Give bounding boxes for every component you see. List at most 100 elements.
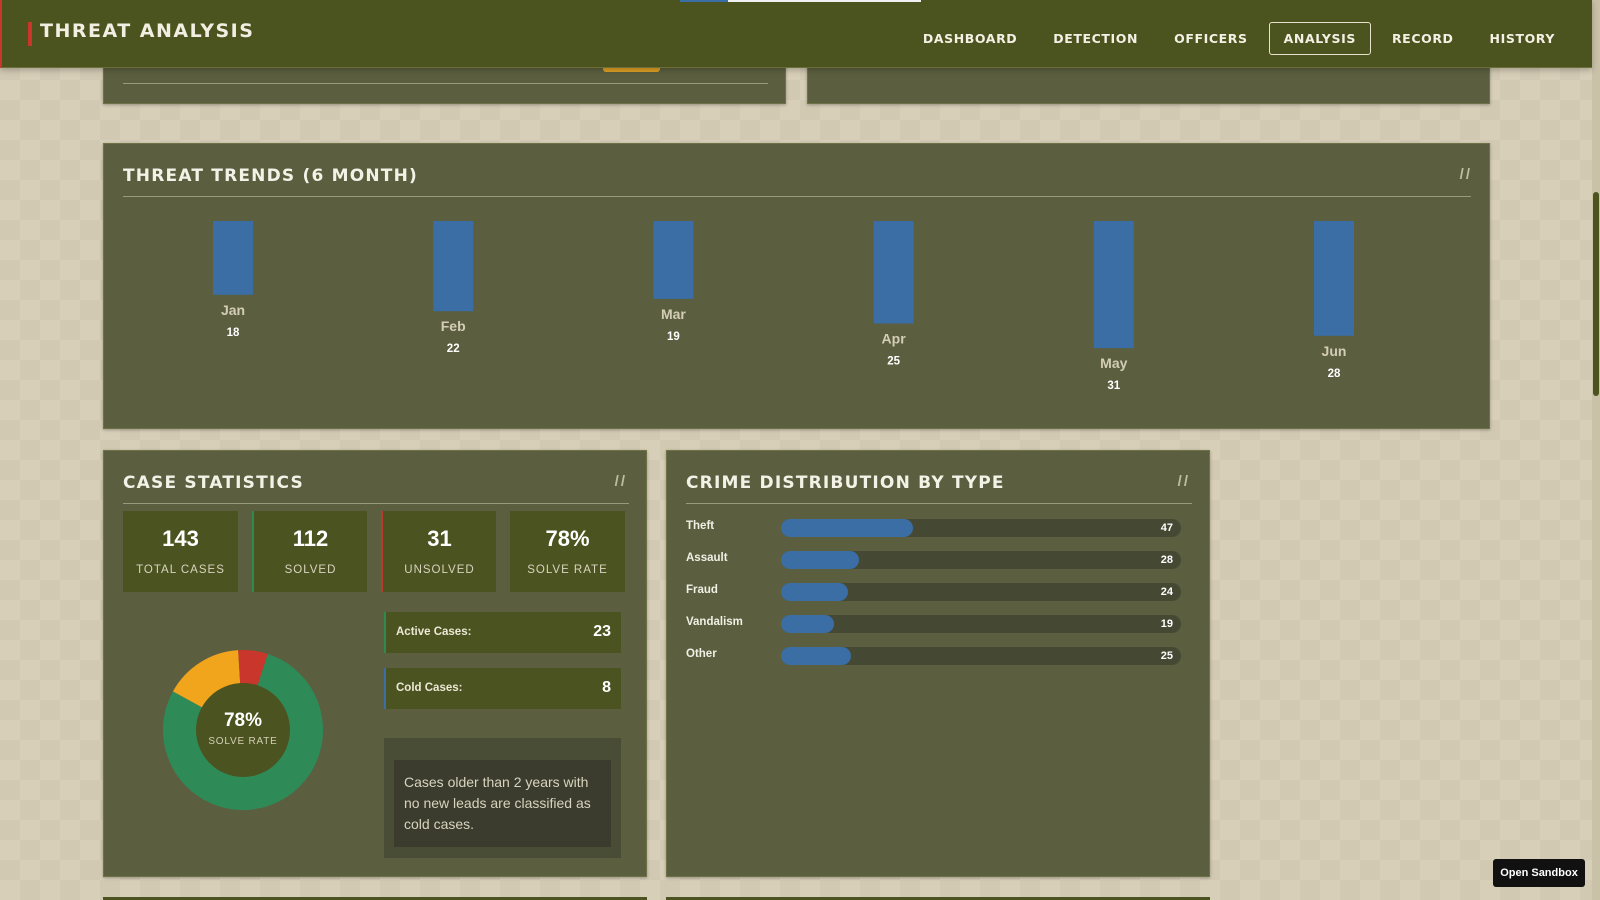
stat-label: UNSOLVED	[404, 564, 475, 576]
crime-count: 19	[1160, 618, 1173, 630]
top-progress-strip-blue	[680, 0, 728, 2]
scrollbar-thumb[interactable]	[1593, 192, 1599, 396]
panel-divider	[686, 503, 1192, 504]
stat-value: 31	[427, 526, 452, 551]
panel-menu-icon[interactable]: //	[614, 473, 627, 490]
trend-month-label: Jun	[1322, 343, 1347, 359]
solve-rate-donut: 78% SOLVE RATE	[163, 650, 323, 810]
panel-divider	[123, 196, 1471, 197]
nav-record[interactable]: RECORD	[1391, 31, 1454, 46]
crime-row-assault: Assault 28	[686, 549, 1181, 569]
active-cases-value: 23	[593, 623, 611, 640]
crime-bar-fill	[781, 583, 849, 601]
trend-value-label: 28	[1328, 368, 1341, 380]
cold-cases-row: Cold Cases: 8	[384, 668, 621, 709]
crime-bar-track: 47	[781, 519, 1181, 537]
crime-bar-track: 25	[781, 647, 1181, 665]
crime-bar-track: 28	[781, 551, 1181, 569]
crime-bar-fill	[781, 519, 913, 537]
donut-center: 78% SOLVE RATE	[196, 683, 290, 777]
crime-distribution-panel: CRIME DISTRIBUTION BY TYPE // Theft 47 A…	[666, 450, 1210, 877]
nav-history[interactable]: HISTORY	[1489, 31, 1555, 46]
crime-bar-fill	[781, 615, 835, 633]
crime-name: Theft	[686, 520, 715, 532]
donut-chart	[163, 650, 323, 810]
crime-row-fraud: Fraud 24	[686, 581, 1181, 601]
stat-label: TOTAL CASES	[136, 564, 225, 576]
cold-case-note: Cases older than 2 years with no new lea…	[384, 738, 621, 858]
crime-bar-track: 19	[781, 615, 1181, 633]
cold-cases-label: Cold Cases:	[396, 682, 463, 694]
main-nav: DASHBOARD DETECTION OFFICERS ANALYSIS RE…	[908, 22, 1570, 55]
trend-bar-jan	[213, 221, 253, 295]
stat-unsolved: 31 UNSOLVED	[381, 511, 496, 592]
trend-bar-apr	[873, 221, 914, 324]
trend-month-label: Feb	[441, 318, 466, 334]
trend-bar-mar	[653, 221, 694, 299]
trend-month-label: Jan	[221, 302, 245, 318]
nav-analysis[interactable]: ANALYSIS	[1268, 22, 1371, 55]
nav-dashboard[interactable]: DASHBOARD	[922, 31, 1018, 46]
trend-value-label: 19	[667, 331, 680, 343]
crime-name: Other	[686, 648, 717, 660]
trend-bar-feb	[433, 221, 474, 312]
active-cases-row: Active Cases: 23	[384, 612, 621, 653]
case-statistics-panel: CASE STATISTICS // 143 TOTAL CASES 112 S…	[103, 450, 647, 877]
active-cases-label: Active Cases:	[396, 626, 472, 638]
brand-marker	[28, 22, 32, 46]
trend-value-label: 18	[227, 327, 240, 339]
stat-value: 78%	[545, 526, 590, 551]
open-sandbox-button[interactable]: Open Sandbox	[1493, 859, 1585, 887]
crime-row-theft: Theft 47	[686, 517, 1181, 537]
crime-bar-fill	[781, 647, 851, 665]
trend-month-label: May	[1100, 355, 1127, 371]
crime-bar-fill	[781, 551, 860, 569]
stat-solved: 112 SOLVED	[252, 511, 367, 592]
panel-menu-icon[interactable]: //	[1177, 473, 1190, 490]
case-statistics-title: CASE STATISTICS	[123, 473, 304, 493]
panel-divider	[123, 503, 629, 504]
crime-row-other: Other 25	[686, 645, 1181, 665]
stat-total-cases: 143 TOTAL CASES	[123, 511, 238, 592]
crime-bar-track: 24	[781, 583, 1181, 601]
page-title: THREAT ANALYSIS	[40, 20, 255, 42]
crime-name: Vandalism	[686, 616, 743, 628]
top-progress-strip-white	[728, 0, 921, 2]
trend-value-label: 22	[447, 343, 460, 355]
nav-officers[interactable]: OFFICERS	[1174, 31, 1248, 46]
stat-value: 143	[162, 526, 199, 551]
crime-distribution-title: CRIME DISTRIBUTION BY TYPE	[686, 473, 1005, 493]
cold-cases-value: 8	[602, 679, 611, 696]
cold-case-note-text: Cases older than 2 years with no new lea…	[394, 760, 611, 847]
stat-label: SOLVE RATE	[527, 564, 608, 576]
crime-row-vandalism: Vandalism 19	[686, 613, 1181, 633]
stat-value: 112	[292, 526, 329, 551]
panel-menu-icon[interactable]: //	[1459, 166, 1472, 183]
page-scrollbar[interactable]	[1592, 0, 1600, 900]
threat-trends-title: THREAT TRENDS (6 MONTH)	[123, 166, 418, 186]
crime-count: 47	[1160, 522, 1173, 534]
stat-label: SOLVED	[284, 564, 337, 576]
donut-segment-solved	[163, 650, 323, 810]
crime-count: 25	[1160, 650, 1173, 662]
next-panel-edge-left	[103, 897, 647, 900]
top-left-status-bar	[603, 64, 660, 72]
threat-trends-chart: Jan 18 Feb 22 Mar 19 Apr 25 May 31 Jun 28	[213, 221, 1354, 392]
trend-bar-jun	[1314, 221, 1354, 336]
trend-value-label: 25	[887, 356, 900, 368]
trend-month-label: Mar	[661, 306, 686, 322]
navbar-left-accent	[0, 0, 2, 68]
crime-name: Assault	[686, 552, 728, 564]
top-navbar: THREAT ANALYSIS DASHBOARD DETECTION OFFI…	[0, 0, 1592, 68]
crime-count: 24	[1160, 586, 1173, 598]
trend-bar-may	[1093, 221, 1134, 349]
nav-detection[interactable]: DETECTION	[1053, 31, 1139, 46]
trend-month-label: Apr	[882, 331, 907, 347]
donut-percent: 78%	[223, 710, 263, 731]
next-panel-edge-right	[666, 897, 1210, 900]
crime-count: 28	[1160, 554, 1173, 566]
threat-trends-panel: THREAT TRENDS (6 MONTH) // Jan 18 Feb 22 Mar…	[103, 143, 1490, 429]
panel-divider	[123, 83, 768, 84]
crime-name: Fraud	[686, 584, 718, 596]
donut-caption: SOLVE RATE	[208, 736, 278, 747]
